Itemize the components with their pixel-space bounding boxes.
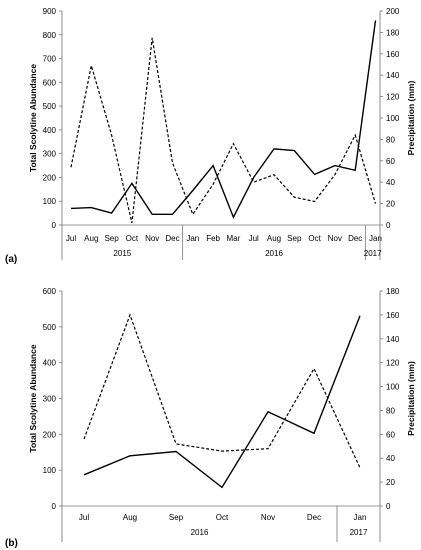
x-category-label: Dec xyxy=(348,234,362,243)
right-tick-label: 60 xyxy=(386,157,395,166)
right-tick-label: 20 xyxy=(386,478,395,487)
left-tick-label: 400 xyxy=(43,126,57,135)
left-tick-label: 100 xyxy=(43,197,57,206)
left-axis-title: Total Scolytine Abundance xyxy=(28,344,38,452)
panel-b-chart: 0 100 200 300 400 500 600 0 20 40 60 80 100 120 140 160… xyxy=(5,287,416,549)
left-tick-label: 200 xyxy=(43,430,57,439)
right-tick-label: 180 xyxy=(386,287,400,296)
x-category-label: Dec xyxy=(307,513,321,522)
right-tick-label: 160 xyxy=(386,311,400,320)
year-group-label: 2017 xyxy=(350,528,368,537)
year-group-label: 2017 xyxy=(364,249,382,258)
right-tick-label: 160 xyxy=(386,50,400,59)
x-category-label: Dec xyxy=(165,234,179,243)
right-tick-label: 20 xyxy=(386,200,395,209)
left-tick-label: 0 xyxy=(52,221,57,230)
left-tick-label: 800 xyxy=(43,31,57,40)
x-category-label: Jul xyxy=(249,234,259,243)
left-tick-label: 600 xyxy=(43,287,57,296)
x-category-label: Aug xyxy=(123,513,137,522)
right-axis-title: Precipitation (mm) xyxy=(406,361,416,436)
x-category-label: Jan xyxy=(354,513,367,522)
left-tick-label: 700 xyxy=(43,55,57,64)
left-tick-label: 0 xyxy=(52,502,57,511)
x-category-label: Aug xyxy=(267,234,281,243)
x-category-label: Oct xyxy=(308,234,321,243)
year-group-label: 2015 xyxy=(113,249,131,258)
year-group-label: 2016 xyxy=(191,528,209,537)
left-tick-label: 200 xyxy=(43,173,57,182)
right-tick-label: 180 xyxy=(386,28,400,37)
right-tick-label: 40 xyxy=(386,178,395,187)
right-tick-label: 80 xyxy=(386,135,395,144)
left-tick-label: 500 xyxy=(43,323,57,332)
x-category-label: Jul xyxy=(79,513,89,522)
x-category-label: Jan xyxy=(186,234,199,243)
x-category-label: Oct xyxy=(216,513,229,522)
right-tick-label: 120 xyxy=(386,93,400,102)
abundance-series-line xyxy=(83,315,361,489)
year-group-label: 2016 xyxy=(265,249,283,258)
left-tick-label: 400 xyxy=(43,359,57,368)
left-axis-title: Total Scolytine Abundance xyxy=(28,64,38,172)
left-tick-label: 300 xyxy=(43,150,57,159)
right-axis-title: Precipitation (mm) xyxy=(406,81,416,156)
x-category-label: Nov xyxy=(328,234,342,243)
x-category-label: Nov xyxy=(261,513,275,522)
right-tick-label: 100 xyxy=(386,383,400,392)
left-tick-label: 500 xyxy=(43,102,57,111)
abundance-series-line xyxy=(70,20,377,219)
right-tick-label: 120 xyxy=(386,359,400,368)
panel-label: (b) xyxy=(5,538,18,549)
right-tick-label: 100 xyxy=(386,114,400,123)
x-category-label: Sep xyxy=(287,234,302,243)
right-tick-label: 0 xyxy=(386,221,391,230)
right-tick-label: 80 xyxy=(386,406,395,415)
x-category-label: Sep xyxy=(104,234,119,243)
x-category-label: Oct xyxy=(126,234,139,243)
left-tick-label: 100 xyxy=(43,466,57,475)
precipitation-series-line xyxy=(83,313,361,469)
panel-a-chart: 0 100 200 300 400 500 600 700 800 900 0 20 40 60 80 100… xyxy=(5,7,416,265)
x-category-label: Sep xyxy=(169,513,184,522)
x-category-label: Mar xyxy=(227,234,241,243)
x-category-label: Feb xyxy=(206,234,220,243)
right-tick-label: 140 xyxy=(386,71,400,80)
left-tick-label: 600 xyxy=(43,78,57,87)
x-category-label: Nov xyxy=(145,234,159,243)
right-tick-label: 0 xyxy=(386,502,391,511)
left-tick-label: 300 xyxy=(43,395,57,404)
left-tick-label: 900 xyxy=(43,7,57,16)
right-tick-label: 140 xyxy=(386,335,400,344)
x-category-label: Aug xyxy=(84,234,98,243)
right-tick-label: 40 xyxy=(386,454,395,463)
x-category-label: Jan xyxy=(369,234,382,243)
precipitation-series-line xyxy=(70,37,377,224)
x-category-label: Jul xyxy=(66,234,76,243)
right-tick-label: 200 xyxy=(386,7,400,16)
panel-label: (a) xyxy=(5,254,17,265)
right-tick-label: 60 xyxy=(386,430,395,439)
